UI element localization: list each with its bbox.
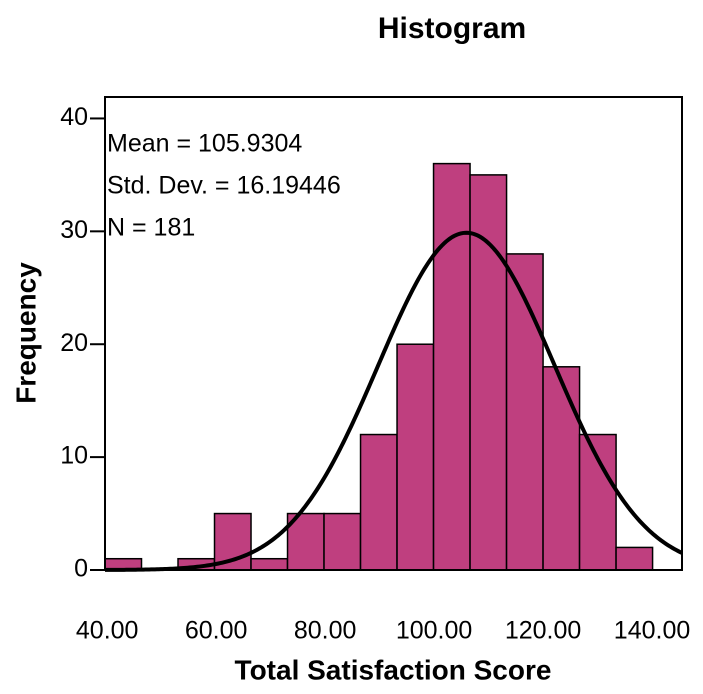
bar <box>250 557 289 571</box>
x-tick-label: 40.00 <box>76 617 139 645</box>
y-tick-label: 10 <box>60 442 88 470</box>
x-axis-label: Total Satisfaction Score <box>235 654 552 685</box>
bar <box>323 512 362 571</box>
y-tick-label: 0 <box>74 555 88 583</box>
x-tick-label: 100.00 <box>396 617 472 645</box>
annotation: Std. Dev. = 16.19446 <box>107 172 341 200</box>
plot-frame <box>104 96 683 571</box>
bar <box>359 433 398 571</box>
annotation: Mean = 105.9304 <box>107 130 302 158</box>
bar <box>432 162 471 571</box>
normal-curve <box>105 230 683 572</box>
y-axis-label: Frequency <box>10 262 41 404</box>
y-tick-label: 20 <box>60 329 88 357</box>
y-tick-label: 40 <box>60 103 88 131</box>
bar <box>542 366 581 571</box>
bar <box>505 253 544 571</box>
x-tick-label: 140.00 <box>614 617 690 645</box>
x-tick-label: 80.00 <box>294 617 357 645</box>
x-tick-label: 120.00 <box>505 617 581 645</box>
bar <box>615 546 654 571</box>
annotation: N = 181 <box>107 214 195 242</box>
x-tick-label: 60.00 <box>185 617 248 645</box>
y-tick-label: 30 <box>60 216 88 244</box>
chart-title: Histogram <box>378 12 526 45</box>
bar <box>396 343 435 571</box>
